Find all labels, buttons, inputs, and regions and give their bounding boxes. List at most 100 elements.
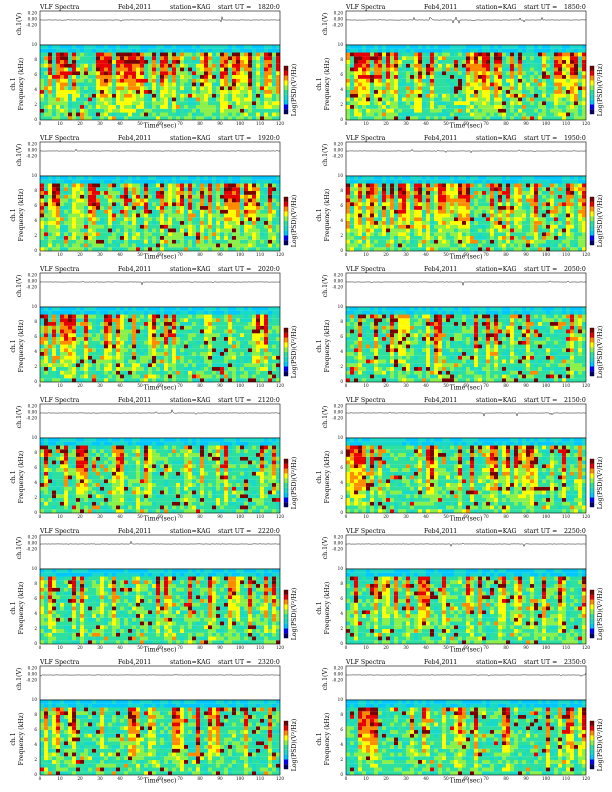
spectrogram-cell [350, 71, 355, 76]
spectrogram-cell [462, 116, 467, 121]
spectrogram-cell [574, 221, 579, 225]
panel-start-ut: 1850:0 [564, 4, 586, 11]
spectrogram-cell [566, 191, 571, 195]
spectrogram-cell [52, 67, 57, 72]
spectrogram-cell [582, 78, 587, 83]
spectrogram-cell [350, 232, 355, 237]
ch-ylabel: ch.1(V) [16, 144, 23, 167]
spectrogram-cell [494, 213, 499, 218]
spectrogram-cell [204, 52, 209, 57]
spectrogram-cell [582, 45, 587, 49]
spectrogram-cell [474, 183, 479, 188]
spectrogram-cell [44, 187, 49, 192]
spectrogram-cell [522, 209, 527, 214]
spectrogram-cell [124, 67, 129, 72]
spectrogram-cell [216, 247, 221, 252]
spectrogram-cell [276, 206, 281, 210]
spectrogram-cell [244, 194, 249, 199]
spectrogram-cell [558, 75, 563, 79]
spectrogram-cell [510, 63, 515, 68]
spectrogram-cell [390, 221, 395, 225]
spectrogram-cell [248, 56, 253, 61]
spectrogram-cell [108, 217, 113, 222]
spectrogram-cell [108, 183, 113, 188]
spectrogram-cell [212, 45, 217, 49]
spectrogram-cell [228, 209, 233, 214]
spectrogram-cell [386, 82, 391, 87]
spectrogram-cell [72, 209, 77, 214]
spectrogram-cell [236, 82, 241, 87]
spectrogram-cell [184, 187, 189, 192]
spectrogram-cell [96, 60, 101, 64]
spectrogram-cell [446, 86, 451, 91]
spectrogram-cell [220, 183, 225, 188]
spectrogram-cell [562, 52, 567, 57]
spectrogram-cell [236, 228, 241, 233]
spectrogram-cell [366, 71, 371, 76]
spectrogram-cell [366, 187, 371, 192]
spectrogram-cell [382, 183, 387, 188]
spectrogram-cell [458, 209, 463, 214]
spectrogram-cell [578, 63, 583, 68]
panel-start-label: start UT = [218, 4, 251, 11]
spectrogram-cell [272, 97, 277, 102]
spectrogram-cell [542, 112, 547, 117]
spectrogram-cell [200, 221, 205, 225]
spectrogram-cell [422, 221, 427, 225]
spectrogram-cell [180, 90, 185, 94]
spectrogram-cell [84, 67, 89, 72]
colorbar-tick: - [290, 95, 291, 99]
spectrogram-cell [542, 213, 547, 218]
spectrogram-cell [76, 93, 81, 98]
spectrogram-cell [244, 116, 249, 121]
spectrogram-cell [438, 217, 443, 222]
spectrogram-cell [88, 112, 93, 117]
spectrogram-cell [188, 191, 193, 195]
spectrogram-cell [354, 243, 359, 248]
spectrogram-cell [140, 213, 145, 218]
spectrogram-cell [80, 198, 85, 203]
spectrogram-cell [506, 183, 511, 188]
spectrogram-cell [534, 93, 539, 98]
spectrogram-cell [414, 176, 419, 180]
spectrogram-cell [148, 206, 153, 210]
spectrogram-cell [558, 60, 563, 64]
spectrogram-cell [410, 60, 415, 64]
spectrogram-cell [450, 247, 455, 252]
spectrogram-cell [390, 187, 395, 192]
spectrogram-cell [180, 112, 185, 117]
spectrogram-cell [64, 105, 69, 109]
spectrogram-cell [272, 232, 277, 237]
spectrogram-cell [60, 191, 65, 195]
spectrogram-cell [522, 213, 527, 218]
colorbar-segment [284, 197, 288, 202]
spectrogram-cell [104, 75, 109, 79]
spectrogram-cell [172, 101, 177, 106]
spectrogram-cell [422, 86, 427, 91]
spectrogram-cell [438, 202, 443, 207]
spectrogram-cell [530, 101, 535, 106]
spectrogram-cell [56, 194, 61, 199]
spectrogram-cell [180, 63, 185, 68]
spectrogram-cell [88, 63, 93, 68]
spectrogram-cell [112, 183, 117, 188]
spectrogram-cell [148, 236, 153, 240]
spectrogram-cell [60, 75, 65, 79]
spectrogram-cell [386, 243, 391, 248]
spectrogram-cell [566, 52, 571, 57]
spectrogram-cell [454, 228, 459, 233]
spectrogram-cell [502, 183, 507, 188]
spectrogram-cell [418, 221, 423, 225]
spectrogram-cell [534, 232, 539, 237]
spectrogram-cell [486, 112, 491, 117]
spectrogram-cell [402, 187, 407, 192]
spectrogram-cell [216, 232, 221, 237]
spectrogram-cell [268, 86, 273, 91]
spectrogram-cell [44, 176, 49, 180]
spectrogram-cell [518, 60, 523, 64]
spectrogram-cell [76, 105, 81, 109]
spectrogram-cell [438, 236, 443, 240]
spectrogram-cell [248, 63, 253, 68]
spectrogram-cell [248, 221, 253, 225]
spectrogram-cell [478, 187, 483, 192]
